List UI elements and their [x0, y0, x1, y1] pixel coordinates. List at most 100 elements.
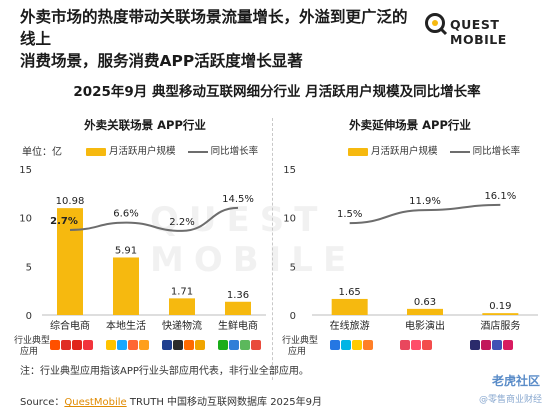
legend-bar-swatch: [348, 147, 368, 156]
legend-line-swatch: [449, 150, 470, 153]
legend-bar-label: 月活跃用户规模: [109, 146, 176, 157]
dingdong-icon: [218, 340, 228, 350]
atour-icon: [492, 340, 502, 350]
bar: [113, 257, 139, 315]
growth-rate-label: 6.6%: [113, 209, 138, 220]
growth-rate-line: [349, 203, 501, 225]
y-tick-label: 5: [26, 262, 32, 273]
y-tick-label: 5: [290, 262, 296, 273]
category-label: 快递物流: [162, 319, 202, 332]
bar-value-label: 1.36: [227, 290, 249, 301]
jinjiang-icon: [481, 340, 491, 350]
growth-rate-label: 2.7%: [50, 216, 78, 227]
category-label: 生鲜电商: [218, 319, 258, 332]
bar-value-label: 0.19: [489, 301, 511, 312]
growth-rate-label: 11.9%: [409, 196, 441, 207]
y-tick-label: 10: [19, 214, 32, 225]
bar-value-label: 5.91: [115, 245, 137, 256]
legend-bar-label: 月活跃用户规模: [371, 146, 438, 157]
zto-icon: [195, 340, 205, 350]
left-bar-chart: 0 5 10 15 10.98 综合电商 5.91 本地生活 1.71 快递物流 1.36 生鲜电商 2…: [19, 165, 266, 332]
legend-line-label: 同比增长率: [472, 146, 521, 157]
meituan-maicai-icon: [251, 340, 261, 350]
source-line: Source：QuestMobile TRUTH 中国移动互联网数据库 2025…: [20, 397, 323, 408]
y-tick-label: 0: [290, 311, 296, 322]
category-label: 本地生活: [106, 319, 146, 332]
eleme-icon: [117, 340, 127, 350]
y-tick-label: 10: [283, 214, 296, 225]
dianping-icon: [128, 340, 138, 350]
meituan-icon: [106, 340, 116, 350]
qunar-icon: [341, 340, 351, 350]
right-row-label: 行业典型 应用: [282, 336, 319, 357]
fresh-ecommerce-app-icons: [218, 340, 261, 352]
tmall-icon: [83, 340, 93, 350]
left-row-label: 行业典型 应用: [14, 336, 51, 357]
huazhu-icon: [470, 340, 480, 350]
y-tick-label: 0: [26, 311, 32, 322]
questmobile-logo-icon: [424, 12, 448, 36]
meituan-waimai-icon: [139, 340, 149, 350]
ecommerce-app-icons: [50, 340, 93, 352]
taopiaopiao-icon: [422, 340, 432, 350]
movie-app-icons: [400, 340, 432, 352]
maoyan-icon: [400, 340, 410, 350]
bar: [169, 298, 195, 315]
tongcheng-icon: [363, 340, 373, 350]
bar-value-label: 10.98: [56, 196, 85, 207]
chart-title: 2025年9月 典型移动互联网细分行业 月活跃用户规模及同比增长率: [73, 84, 481, 100]
pinduoduo-icon: [61, 340, 71, 350]
bar: [57, 208, 83, 315]
watermark-brand: 老虎社区: [491, 374, 540, 388]
legend-line-label: 同比增长率: [210, 146, 259, 157]
kuaidi100-icon: [184, 340, 194, 350]
cainiao-icon: [162, 340, 172, 350]
bar-value-label: 1.65: [339, 287, 361, 298]
right-legend: 月活跃用户规模 同比增长率: [348, 143, 520, 157]
left-legend: 月活跃用户规模 同比增长率: [86, 143, 258, 157]
watermark-sub: @零售商业财经: [478, 395, 542, 405]
fliggy-icon: [352, 340, 362, 350]
bar: [407, 308, 443, 315]
footnote: 注：行业典型应用指该APP行业头部应用代表，非行业全部应用。: [20, 366, 309, 377]
growth-rate-label: 16.1%: [484, 191, 516, 202]
legend-bar-swatch: [86, 147, 106, 156]
background-watermark: QUEST MOBILE: [150, 200, 357, 280]
category-label: 在线旅游: [330, 319, 370, 332]
pupu-icon: [240, 340, 250, 350]
bar: [482, 313, 519, 315]
legend-line-swatch: [187, 150, 208, 153]
left-unit-label: 单位：亿: [22, 147, 62, 158]
hema-icon: [229, 340, 239, 350]
local-life-app-icons: [106, 340, 149, 352]
y-tick-label: 15: [283, 165, 296, 176]
bar: [331, 298, 368, 315]
left-panel-title: 外卖关联场景 APP行业: [84, 118, 206, 132]
logistics-app-icons: [162, 340, 205, 352]
bar-value-label: 1.71: [171, 286, 193, 297]
panel-divider: [272, 118, 274, 380]
source-brand-link[interactable]: QuestMobile: [64, 397, 127, 408]
headline-line-1: 外卖市场的热度带动关联场景流量增长，外溢到更广泛的线上: [20, 8, 408, 48]
growth-rate-line: [69, 206, 239, 232]
jd-icon: [72, 340, 82, 350]
sf-express-icon: [173, 340, 183, 350]
travel-app-icons: [330, 340, 373, 352]
taobao-icon: [50, 340, 60, 350]
bar-value-label: 0.63: [414, 297, 436, 308]
right-panel-title: 外卖延伸场景 APP行业: [349, 118, 471, 132]
growth-rate-label: 2.2%: [169, 217, 194, 228]
btg-icon: [503, 340, 513, 350]
category-label: 电影演出: [405, 319, 445, 332]
ctrip-icon: [330, 340, 340, 350]
logo-text: QUEST MOBILE: [450, 17, 507, 47]
damai-icon: [411, 340, 421, 350]
category-label: 酒店服务: [480, 319, 520, 332]
page-headline: 外卖市场的热度带动关联场景流量增长，外溢到更广泛的线上 消费场景，服务消费APP…: [20, 6, 420, 72]
growth-rate-label: 14.5%: [222, 194, 254, 205]
hotel-app-icons: [470, 340, 513, 352]
headline-line-2: 消费场景，服务消费APP活跃度增长显著: [20, 52, 303, 70]
category-label: 综合电商: [50, 319, 90, 332]
bar: [225, 301, 251, 315]
y-tick-label: 15: [19, 165, 32, 176]
